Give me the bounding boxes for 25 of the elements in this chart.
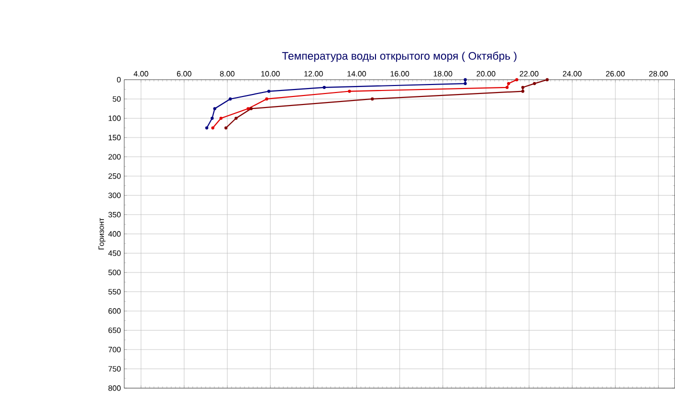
point [521,90,524,93]
point [250,107,253,110]
point [224,126,228,130]
point [211,126,214,130]
point [205,126,208,130]
point [464,78,467,82]
point [521,86,524,90]
point [246,107,250,110]
point [532,82,536,86]
point [213,107,216,110]
point [546,78,549,82]
point [267,90,270,93]
point [507,82,510,86]
point [515,78,518,82]
point [464,82,467,86]
point [228,97,232,101]
point [219,116,223,120]
chart-title: Температура воды открытого моря ( Октябрь ) [282,52,516,62]
point [370,97,374,101]
point [265,97,268,101]
point [506,86,509,90]
point [322,86,326,90]
point [210,116,214,120]
point [348,90,352,93]
point [234,116,238,120]
